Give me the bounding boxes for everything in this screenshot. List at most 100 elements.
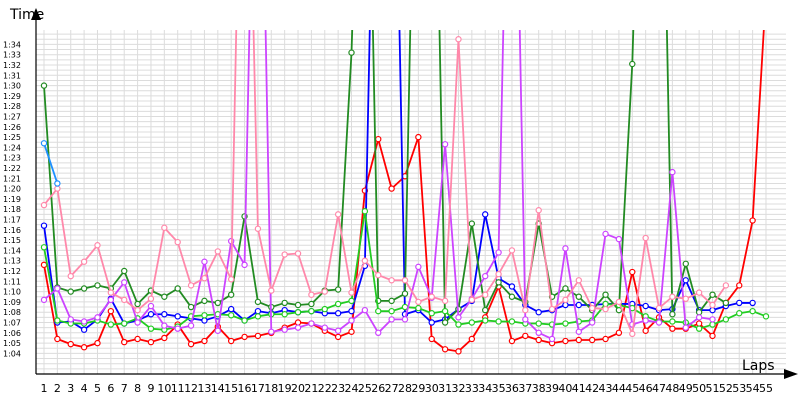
y-tick-label: 1:20 (3, 185, 21, 194)
data-point (107, 321, 115, 328)
data-point (80, 326, 88, 333)
data-point (428, 319, 435, 326)
x-tick-label: 33 (465, 382, 479, 395)
data-point (54, 335, 61, 343)
data-point (388, 307, 395, 315)
data-point (294, 250, 302, 257)
data-point (214, 299, 222, 307)
data-point (361, 208, 369, 215)
data-point (388, 185, 395, 192)
data-point (40, 244, 48, 251)
y-tick-label: 1:23 (3, 154, 21, 163)
data-point (174, 313, 181, 320)
data-point (655, 304, 663, 312)
data-point (455, 36, 462, 43)
data-point (522, 306, 529, 314)
data-point (121, 267, 128, 275)
data-point (682, 260, 689, 267)
data-point (562, 320, 569, 327)
data-point (508, 318, 516, 325)
data-point (682, 324, 689, 331)
x-tick-label: 34 (478, 382, 492, 395)
data-point (294, 324, 302, 331)
data-point (602, 300, 609, 308)
y-tick-label: 1:08 (3, 308, 21, 317)
data-point (348, 307, 355, 315)
data-point (80, 318, 88, 325)
data-point (482, 291, 489, 298)
data-point (334, 333, 342, 341)
series-5 (40, 30, 716, 343)
x-tick-label: 37 (518, 382, 532, 395)
data-point (241, 261, 248, 269)
data-point (214, 248, 222, 255)
data-point (348, 289, 355, 296)
data-point (201, 297, 208, 305)
x-tick-label: 3 (67, 382, 74, 395)
data-point (40, 261, 48, 269)
data-point (736, 282, 743, 289)
data-point (334, 327, 342, 334)
data-point (575, 328, 583, 335)
data-point (695, 309, 703, 316)
x-tick-label: 8 (134, 382, 141, 395)
data-point (415, 133, 422, 141)
data-point (147, 338, 155, 346)
data-point (495, 318, 502, 325)
axes (31, 8, 798, 379)
data-point (602, 230, 609, 238)
data-point (334, 310, 342, 317)
data-point (722, 282, 730, 289)
data-point (294, 319, 302, 326)
data-point (495, 249, 502, 256)
data-point (388, 316, 395, 323)
data-point (482, 317, 489, 324)
data-point (174, 325, 181, 332)
data-point (548, 335, 556, 343)
x-tick-label: 44 (612, 382, 626, 395)
data-point (455, 321, 462, 328)
data-point (54, 317, 61, 324)
data-point (348, 328, 355, 335)
data-point (227, 276, 235, 283)
data-point (348, 297, 355, 305)
data-point (736, 310, 743, 317)
data-point (80, 258, 88, 265)
data-point (562, 337, 569, 345)
data-point (695, 314, 703, 321)
y-tick-label: 1:24 (3, 143, 21, 152)
x-tick-label: 19 (278, 382, 292, 395)
data-point (107, 307, 115, 315)
x-tick-label: 25 (358, 382, 372, 395)
data-point (134, 300, 141, 308)
data-point (375, 271, 382, 279)
y-tick-label: 1:16 (3, 226, 21, 235)
data-point (388, 297, 395, 305)
x-tick-label: 46 (639, 382, 653, 395)
data-point (562, 285, 569, 292)
data-point (67, 272, 74, 280)
data-point (655, 319, 663, 326)
data-point (254, 332, 262, 340)
data-point (308, 300, 315, 308)
y-tick-label: 1:28 (3, 102, 21, 111)
x-tick-label: 23 (331, 382, 345, 395)
data-point (94, 339, 101, 347)
x-tick-label: 40 (558, 382, 572, 395)
data-point (508, 283, 516, 290)
grid-lines (36, 30, 786, 375)
y-tick-label: 1:07 (3, 319, 21, 328)
data-point (508, 337, 516, 345)
x-tick-label: 38 (532, 382, 546, 395)
y-tick-label: 1:31 (3, 71, 21, 80)
data-point (468, 319, 476, 326)
data-point (348, 317, 355, 324)
y-tick-label: 1:21 (3, 174, 21, 183)
y-axis-arrow (31, 8, 41, 20)
data-point (67, 288, 74, 295)
data-point (147, 325, 155, 332)
data-point (762, 313, 770, 320)
x-tick-label: 15 (224, 382, 238, 395)
data-point (54, 285, 61, 292)
data-point (615, 329, 623, 336)
